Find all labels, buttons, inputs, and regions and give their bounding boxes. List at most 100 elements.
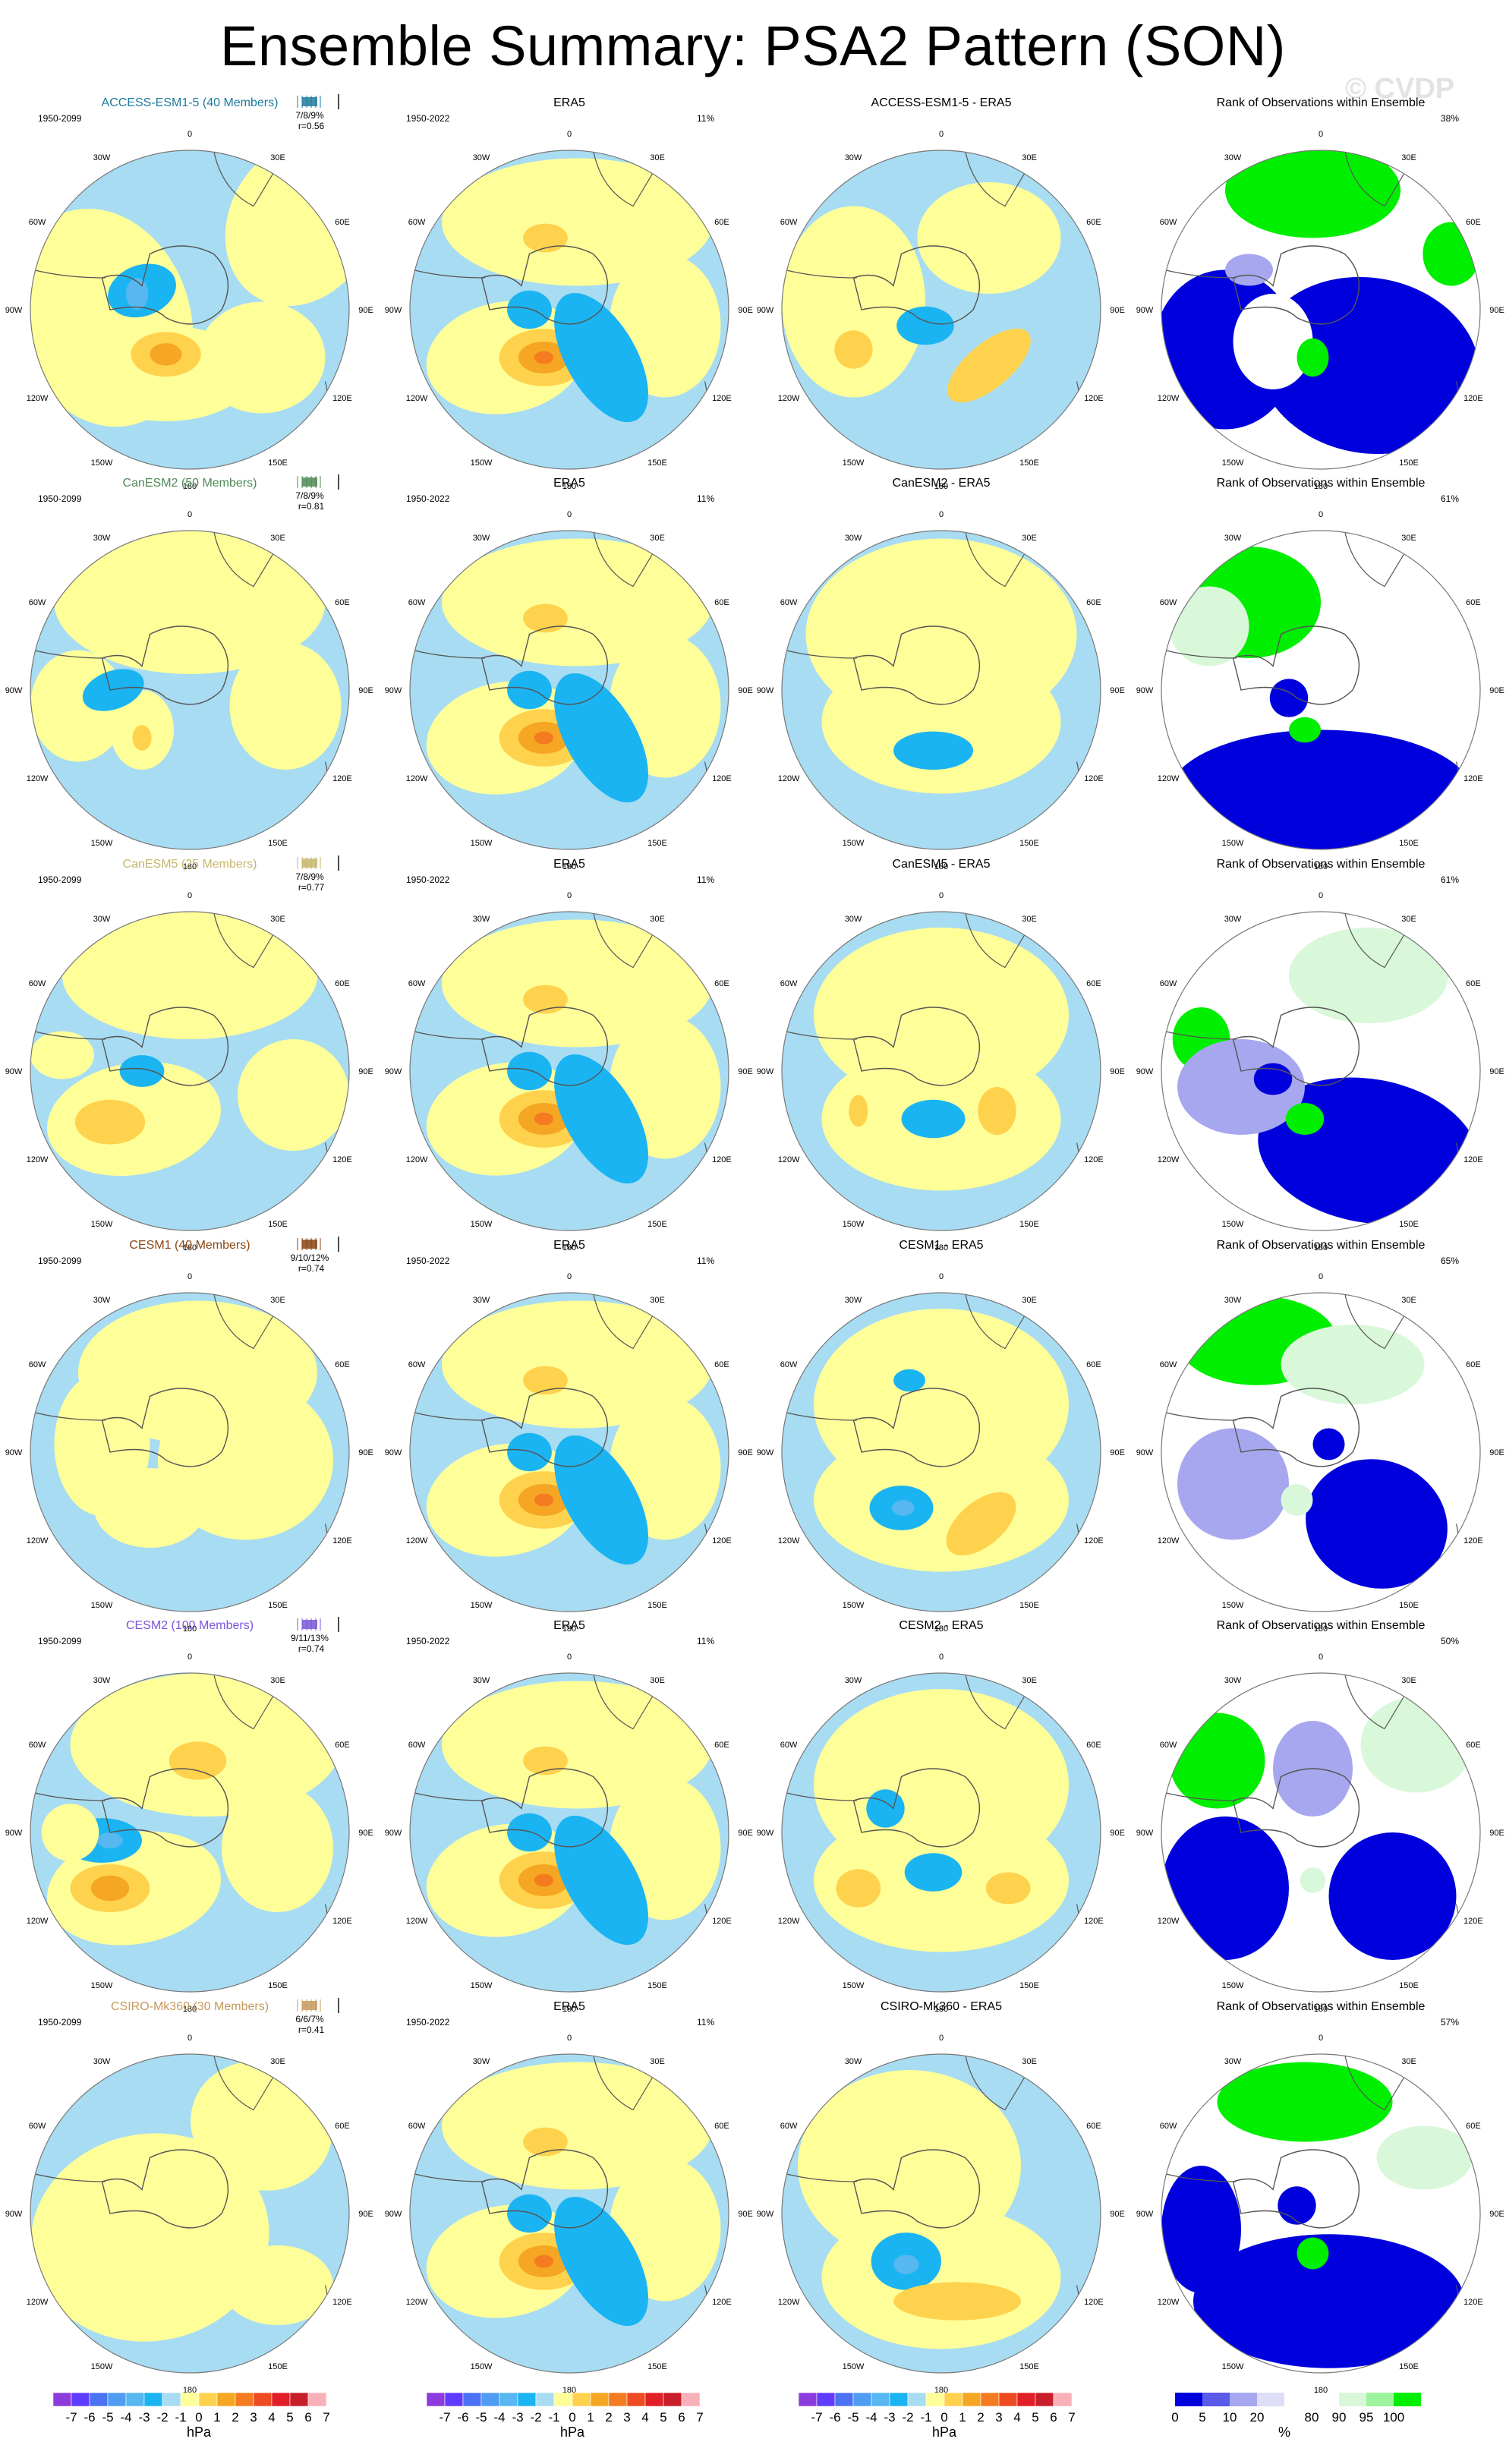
colorbar-swatch [125, 2392, 145, 2407]
longitude-label: 120W [778, 774, 800, 783]
longitude-label: 90E [358, 1829, 373, 1838]
colorbar-unit: hPa [187, 2425, 212, 2440]
longitude-label: 120W [27, 1155, 49, 1164]
colorbar-tick-label: -1 [175, 2410, 186, 2425]
contour-region [1423, 222, 1480, 286]
longitude-label: 120W [406, 1917, 428, 1926]
colorbar-tick-label: 0 [1171, 2410, 1178, 2425]
south-america-coastline [33, 2173, 106, 2182]
contour-region [893, 2282, 1021, 2321]
colorbar-swatch [253, 2392, 273, 2407]
longitude-label: 90E [738, 306, 753, 315]
longitude-label: 60W [408, 2122, 426, 2131]
colorbar-swatch [1035, 2392, 1054, 2407]
diff-map: 0 30E 60E 90E 120E 150E 180 150W 120W 90W 60W 30W [757, 1272, 1125, 1634]
obs-variance-pct: 11% [697, 874, 714, 885]
longitude-label: 60E [1466, 598, 1481, 607]
colorbar-swatch [925, 2392, 945, 2407]
obs-variance-pct: 11% [697, 2017, 714, 2028]
pattern-spread-icon [297, 1237, 339, 1252]
longitude-label: 150W [91, 2362, 113, 2371]
colorbar-tick-label: -4 [865, 2410, 877, 2425]
longitude-label: 60E [335, 1360, 350, 1369]
colorbar-tick-label: -5 [847, 2410, 859, 2425]
longitude-label: 60E [1086, 2122, 1101, 2131]
contour-region [442, 2062, 713, 2190]
map-boundary [781, 530, 1101, 850]
longitude-label: 150W [91, 1601, 113, 1610]
longitude-label: 90W [5, 1448, 23, 1457]
longitude-label: 30E [1401, 1296, 1416, 1305]
model-correlation: r=0.41 [298, 2024, 325, 2035]
longitude-label: 150W [843, 839, 865, 848]
contour-region [507, 1432, 552, 1472]
colorbar-swatch [52, 2392, 72, 2407]
rank-map: 0 30E 60E 90E 120E 150E 180 150W 120W 90W 60W 30W [1136, 510, 1504, 871]
longitude-label: 150E [1019, 839, 1039, 848]
model-stats: 9/11/13% [291, 1633, 329, 1643]
colorbar-swatch [535, 2392, 555, 2407]
obs-variance-pct: 11% [697, 113, 714, 124]
africa-coastline [213, 531, 279, 588]
colorbar-swatch [107, 2392, 127, 2407]
map-boundary [781, 911, 1101, 1231]
cvdp-watermark: © CVDP [1345, 73, 1455, 105]
south-america-coastline [785, 1030, 857, 1040]
colorbar-tick-label: 5 [286, 2410, 293, 2425]
longitude-label: 60E [335, 598, 350, 607]
model-panel-title: ACCESS-ESM1-5 (40 Members) [102, 96, 279, 109]
obs-period: 1950-2022 [406, 1636, 450, 1646]
contour-region [507, 290, 552, 329]
longitude-label: 120E [1463, 2298, 1483, 2307]
longitude-label: 180 [183, 1624, 197, 1634]
longitude-label: 60W [29, 598, 46, 607]
longitude-label: 60W [29, 979, 46, 988]
africa-coastline [964, 531, 1030, 588]
longitude-label: 90E [1110, 1448, 1125, 1457]
colorbar-swatch [1284, 2393, 1312, 2406]
contour-region [442, 1681, 713, 1809]
colorbar-tick-label: 1 [587, 2410, 594, 2425]
longitude-label: 60E [1466, 979, 1481, 988]
colorbar-tick-label: 4 [641, 2410, 648, 2425]
colorbar-swatch [235, 2392, 254, 2407]
africa-coastline [592, 2054, 658, 2111]
longitude-label: 30E [1401, 2057, 1416, 2066]
longitude-label: 30E [1022, 153, 1037, 162]
longitude-label: 150E [1399, 1220, 1419, 1229]
longitude-label: 60E [714, 1360, 729, 1369]
longitude-label: 0 [1319, 510, 1323, 519]
longitude-label: 60W [780, 598, 798, 607]
longitude-label: 60W [1160, 218, 1177, 227]
contour-region [896, 306, 954, 345]
longitude-label: 30W [845, 534, 862, 543]
diff-panel-title: ACCESS-ESM1-5 - ERA5 [871, 96, 1012, 109]
africa-coastline [1344, 531, 1410, 588]
rank-pct: 65% [1441, 1256, 1459, 1266]
longitude-label: 0 [567, 1272, 572, 1281]
longitude-label: 150E [1399, 2362, 1419, 2371]
south-america-coastline [413, 649, 485, 659]
longitude-label: 150W [843, 2362, 865, 2371]
contour-region [1169, 586, 1249, 666]
longitude-label: 30W [845, 1676, 862, 1685]
africa-coastline [1344, 1673, 1410, 1730]
contour-region [1281, 1325, 1425, 1404]
map-boundary [409, 1292, 729, 1612]
longitude-label: 150W [1222, 839, 1244, 848]
longitude-label: 120E [1463, 1917, 1483, 1926]
longitude-label: 30E [270, 2057, 285, 2066]
longitude-label: 60W [1160, 1741, 1177, 1750]
colorbar-tick-label: 5 [660, 2410, 666, 2425]
africa-coastline [213, 912, 279, 969]
longitude-label: 0 [1319, 1272, 1323, 1281]
contour-region [978, 1087, 1016, 1135]
longitude-label: 60W [408, 218, 426, 227]
longitude-label: 60E [1086, 979, 1101, 988]
contour-region [523, 223, 568, 253]
colorbar-swatch [1257, 2393, 1284, 2406]
longitude-label: 30E [1401, 534, 1416, 543]
longitude-label: 30W [1224, 915, 1242, 924]
rank-panel-title: Rank of Observations within Ensemble [1217, 1239, 1426, 1252]
south-america-coastline [413, 1030, 485, 1040]
